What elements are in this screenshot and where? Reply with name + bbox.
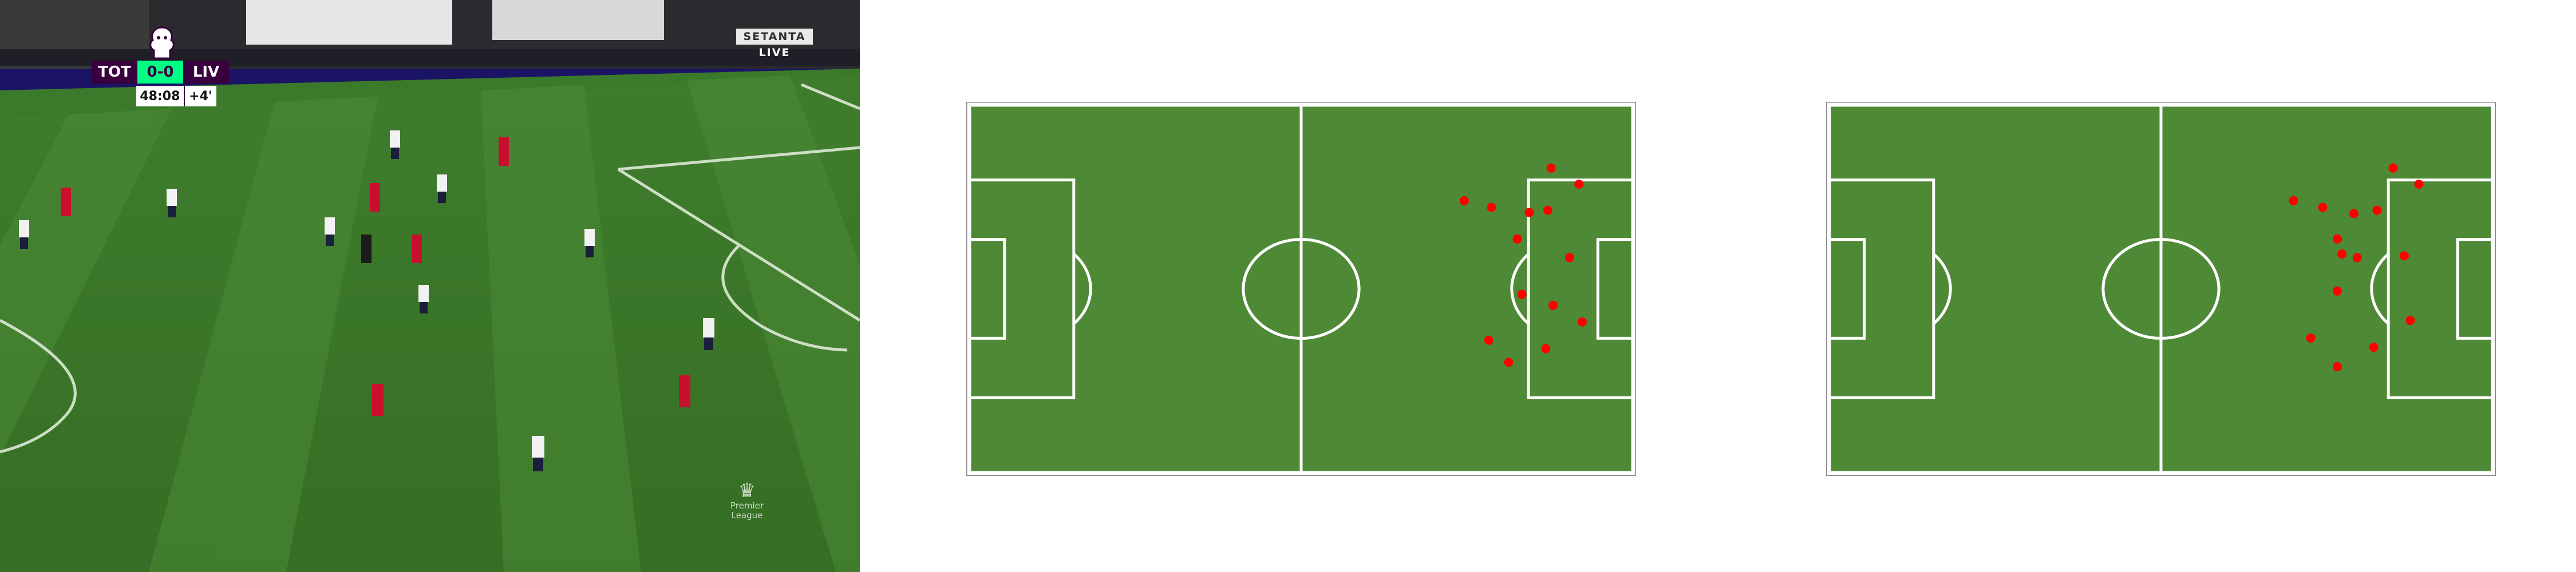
pitch-diagram-2 xyxy=(1826,102,2496,476)
player-dot xyxy=(1524,208,1534,217)
penalty-arc-right xyxy=(1510,253,1530,325)
player-dot xyxy=(1543,205,1552,215)
home-players xyxy=(19,130,714,471)
penalty-arc-left xyxy=(1933,253,1952,325)
player-dot xyxy=(1512,234,1522,244)
referee xyxy=(361,235,372,263)
pitch-diagram-1 xyxy=(966,102,1636,476)
broadcast-scene xyxy=(0,0,860,572)
player-dot xyxy=(2333,362,2342,372)
player-dot xyxy=(2333,286,2342,296)
goal-area-right xyxy=(1596,238,1634,340)
centre-circle xyxy=(2101,237,2221,340)
player-dot xyxy=(1564,253,1574,263)
player-dot xyxy=(1577,317,1587,327)
player-dot xyxy=(1487,202,1496,212)
player-dot xyxy=(2318,202,2328,212)
goal-area-left xyxy=(1828,238,1866,340)
penalty-arc-left xyxy=(1073,253,1092,325)
pitch-markings xyxy=(0,83,860,454)
added-time: +4' xyxy=(183,86,216,106)
player-dot xyxy=(2289,196,2298,205)
broadcaster-name: SETANTA xyxy=(736,29,813,45)
watermark-line-2: League xyxy=(731,510,763,521)
player-dot xyxy=(1517,289,1527,299)
penalty-arc-right xyxy=(2370,253,2389,325)
premier-league-logo xyxy=(146,25,178,63)
player-dot xyxy=(2414,180,2424,189)
broadcast-frame: TOT 0-0 LIV 48:08 +4' SETANTA LIVE ♛ Pre… xyxy=(0,0,860,572)
live-indicator: LIVE xyxy=(758,46,791,59)
player-dot xyxy=(2369,343,2379,352)
player-dot xyxy=(2388,163,2398,173)
centre-circle xyxy=(1242,237,1361,340)
away-team-abbrev: LIV xyxy=(183,61,229,84)
player-dot xyxy=(1504,357,1514,367)
goal-area-right xyxy=(2456,238,2494,340)
stand-banner xyxy=(246,0,452,45)
home-team-abbrev: TOT xyxy=(92,61,137,84)
player-dot xyxy=(1484,335,1494,345)
player-dot xyxy=(1546,163,1556,173)
broadcaster-badge: SETANTA LIVE xyxy=(736,29,813,59)
player-dot xyxy=(1459,196,1469,205)
stand-banner xyxy=(492,0,664,40)
match-time: 48:08 xyxy=(136,86,184,106)
scorebug: TOT 0-0 LIV xyxy=(92,61,229,84)
player-dot xyxy=(2372,205,2382,215)
player-dot xyxy=(2306,333,2316,343)
player-dot xyxy=(2337,249,2347,259)
match-clock: 48:08 +4' xyxy=(136,86,216,106)
player-dot xyxy=(2405,316,2415,325)
player-dot xyxy=(2352,253,2362,263)
player-dot xyxy=(1541,344,1551,353)
watermark-line-1: Premier xyxy=(730,500,764,511)
mowing-stripes xyxy=(0,76,860,572)
goal-area-left xyxy=(968,238,1006,340)
match-score: 0-0 xyxy=(137,61,183,84)
player-dot xyxy=(2399,251,2409,261)
player-dot xyxy=(2333,234,2342,244)
player-dot xyxy=(2349,209,2358,219)
premier-league-watermark: ♛ Premier League xyxy=(727,480,767,521)
player-dot xyxy=(1574,180,1584,189)
away-players xyxy=(61,137,690,416)
lion-icon: ♛ xyxy=(738,479,756,502)
player-dot xyxy=(1548,300,1558,310)
